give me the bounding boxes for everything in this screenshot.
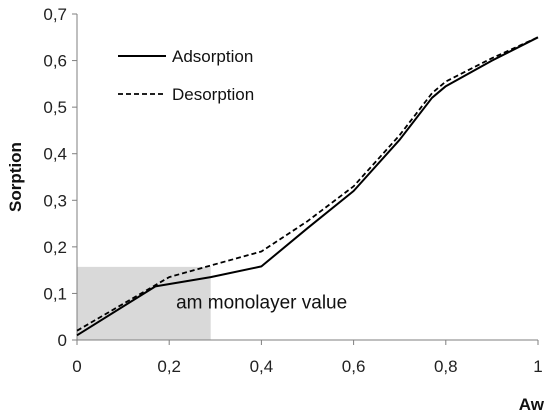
- x-tick-label: 0,4: [250, 357, 274, 376]
- x-tick-label: 0: [72, 357, 81, 376]
- y-tick-label: 0: [58, 331, 67, 350]
- annotation-label: am monolayer value: [176, 292, 347, 313]
- y-tick-label: 0,6: [43, 52, 67, 71]
- x-axis: 0 0,2 0,4 0,6 0,8 1: [72, 339, 543, 376]
- x-tick-label: 0,2: [157, 357, 181, 376]
- legend-label-desorption: Desorption: [172, 85, 254, 104]
- y-tick-label: 0,5: [43, 98, 67, 117]
- y-tick-label: 0,4: [43, 145, 67, 164]
- y-axis: 0 0,1 0,2 0,3 0,4 0,5 0,6 0,7: [43, 5, 78, 350]
- x-axis-title: Aw: [519, 395, 545, 414]
- y-axis-title: Sorption: [6, 142, 25, 212]
- y-tick-label: 0,1: [43, 284, 67, 303]
- y-tick-label: 0,7: [43, 5, 67, 24]
- x-tick-label: 0,8: [434, 357, 458, 376]
- series-line-desorption: [76, 36, 539, 332]
- highlight-region: [77, 266, 211, 340]
- x-tick-label: 0,6: [342, 357, 366, 376]
- series-line-adsorption: [76, 36, 539, 337]
- series-lines: [76, 36, 539, 337]
- legend: Adsorption Desorption: [118, 47, 254, 104]
- x-tick-label: 1: [533, 357, 542, 376]
- y-tick-label: 0,3: [43, 191, 67, 210]
- y-tick-label: 0,2: [43, 238, 67, 257]
- legend-label-adsorption: Adsorption: [172, 47, 253, 66]
